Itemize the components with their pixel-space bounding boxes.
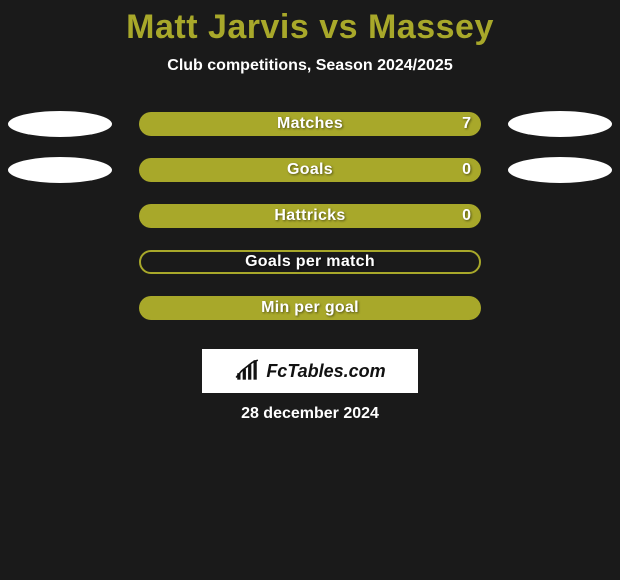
stat-value: 0: [462, 207, 471, 225]
stat-bar: Min per goal: [139, 296, 481, 320]
stat-bar: Matches 7: [139, 112, 481, 136]
stat-row: Goals per match: [0, 239, 620, 285]
date-text: 28 december 2024: [0, 405, 620, 423]
right-ellipse: [508, 157, 612, 183]
stat-bar: Hattricks 0: [139, 204, 481, 228]
bar-chart-icon: [234, 358, 260, 384]
stat-row: Goals 0: [0, 147, 620, 193]
stat-bar: Goals 0: [139, 158, 481, 182]
left-ellipse: [8, 111, 112, 137]
page-title: Matt Jarvis vs Massey: [0, 8, 620, 47]
stat-value: 0: [462, 161, 471, 179]
stat-label: Goals per match: [245, 253, 375, 271]
logo-box: FcTables.com: [202, 349, 418, 393]
stat-rows: Matches 7 Goals 0 Hattricks 0 Goals per match M…: [0, 101, 620, 331]
logo-text: FcTables.com: [266, 361, 385, 382]
stat-label: Min per goal: [261, 299, 359, 317]
stat-row: Hattricks 0: [0, 193, 620, 239]
infographic-container: Matt Jarvis vs Massey Club competitions,…: [0, 0, 620, 423]
stat-value: 7: [462, 115, 471, 133]
left-ellipse: [8, 157, 112, 183]
right-ellipse: [508, 111, 612, 137]
stat-row: Matches 7: [0, 101, 620, 147]
stat-row: Min per goal: [0, 285, 620, 331]
stat-label: Matches: [277, 115, 343, 133]
page-subtitle: Club competitions, Season 2024/2025: [0, 57, 620, 75]
stat-bar: Goals per match: [139, 250, 481, 274]
stat-label: Goals: [287, 161, 333, 179]
stat-label: Hattricks: [274, 207, 345, 225]
